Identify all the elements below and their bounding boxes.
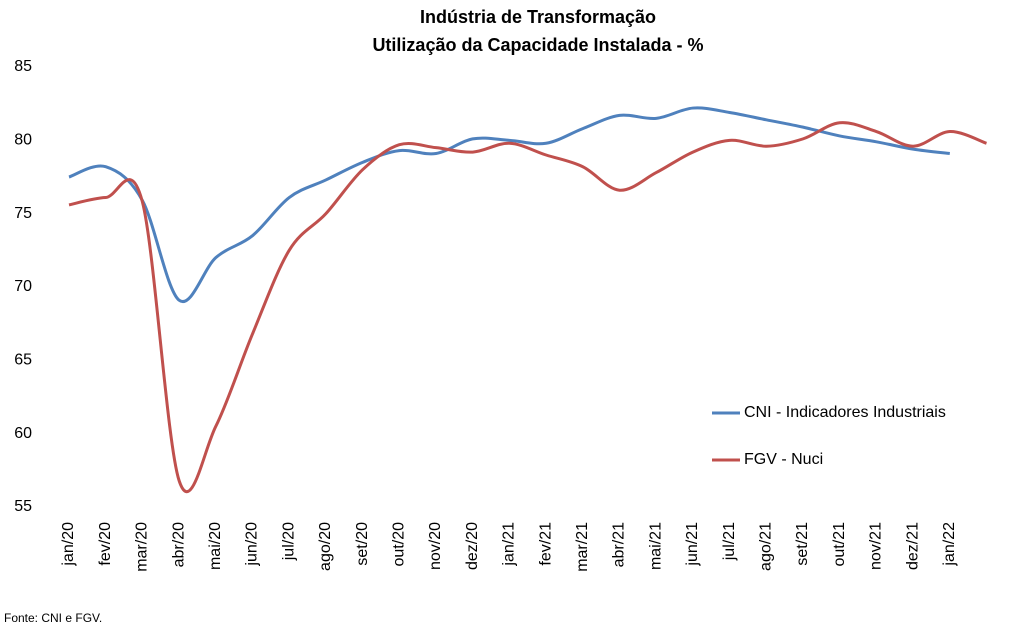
x-tick-label: jan/22 — [941, 522, 958, 567]
x-tick-label: set/20 — [354, 522, 371, 566]
y-tick-label: 85 — [14, 58, 32, 75]
line-series — [68, 121, 988, 493]
x-tick-label: nov/20 — [427, 522, 444, 570]
x-tick-label: jul/21 — [721, 522, 738, 561]
legend-label: CNI - Indicadores Industriais — [744, 404, 946, 421]
legend-label: FGV - Nuci — [744, 451, 823, 468]
x-tick-label: nov/21 — [868, 522, 885, 570]
chart-title: Indústria de Transformação — [420, 7, 656, 27]
source-note: Fonte: CNI e FGV. — [4, 611, 102, 625]
chart-subtitle: Utilização da Capacidade Instalada - % — [372, 35, 703, 55]
x-tick-label: jun/20 — [244, 522, 261, 567]
x-tick-label: abr/21 — [611, 522, 628, 567]
x-tick-label: abr/20 — [170, 522, 187, 567]
x-tick-label: out/21 — [831, 522, 848, 567]
x-tick-label: fev/21 — [537, 522, 554, 566]
x-tick-label: ago/20 — [317, 522, 334, 571]
x-tick-label: mar/20 — [134, 522, 151, 572]
x-tick-label: dez/21 — [904, 522, 921, 570]
x-tick-label: out/20 — [391, 522, 408, 567]
line-series — [68, 106, 950, 304]
y-tick-label: 60 — [14, 425, 32, 442]
x-tick-label: jan/20 — [60, 522, 77, 567]
x-tick-label: mar/21 — [574, 522, 591, 572]
x-tick-label: fev/20 — [97, 522, 114, 566]
x-tick-label: jan/21 — [501, 522, 518, 567]
x-tick-label: jun/21 — [684, 522, 701, 567]
y-tick-label: 65 — [14, 352, 32, 369]
x-tick-label: mai/21 — [647, 522, 664, 570]
y-tick-label: 80 — [14, 132, 32, 149]
x-tick-label: set/21 — [794, 522, 811, 566]
y-tick-label: 55 — [14, 498, 32, 515]
x-tick-label: ago/21 — [758, 522, 775, 571]
x-tick-label: mai/20 — [207, 522, 224, 570]
y-tick-label: 70 — [14, 278, 32, 295]
y-tick-label: 75 — [14, 205, 32, 222]
x-tick-label: jul/20 — [280, 522, 297, 561]
x-tick-label: dez/20 — [464, 522, 481, 570]
